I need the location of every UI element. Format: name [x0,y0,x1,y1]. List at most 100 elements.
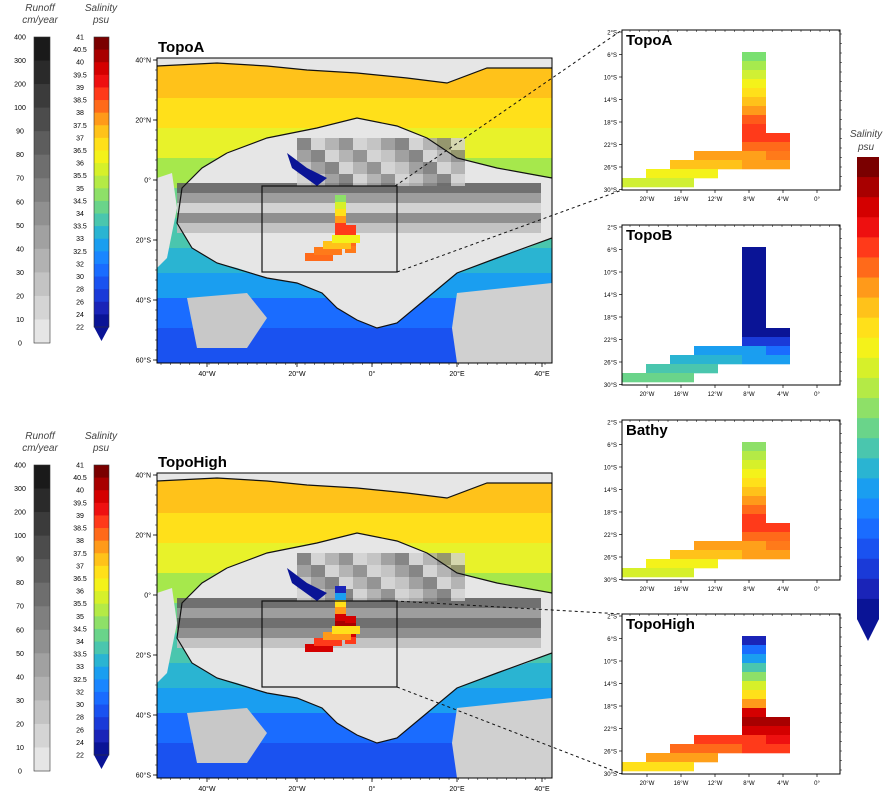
runoff-tick-label: 90 [16,557,24,564]
land-southwest [187,293,267,348]
coastline [226,117,552,179]
zoom-y-tick-label: 14°S [604,488,617,494]
runoff-cell [423,174,437,186]
salinity-cell [670,355,742,365]
map-panel-0: TopoA 40°W 20°W 0° 20°E 40°E 40°N 20°N 0° 20°S 40°… [135,39,553,378]
runoff-cell [303,628,317,638]
land-north [157,473,552,498]
salinity-swatch [94,301,109,315]
zoom-x-tick-label: 12°W [708,781,723,787]
salinity-tick-label: 36 [76,161,84,168]
salinity-tick-label: 38 [76,538,84,545]
runoff-cell [451,138,465,150]
x-tick-label: 20°W [288,370,306,378]
runoff-cell [499,638,513,648]
runoff-cell [345,183,359,193]
runoff-cell [499,618,513,628]
salinity-cell [742,97,766,107]
runoff-cell [261,223,275,233]
zoom-x-tick-label: 0° [814,587,820,593]
salinity-swatch [94,87,109,101]
runoff-cell [373,628,387,638]
salinity-swatch [94,37,109,51]
runoff-cell [429,183,443,193]
runoff-cell [437,565,451,577]
side-colorbar-swatch [857,598,879,620]
runoff-cell [409,162,423,174]
runoff-cell [387,618,401,628]
zoom-connector-line [394,600,623,615]
channel-cell [345,616,356,623]
runoff-cell [303,638,317,648]
runoff-cell [471,618,485,628]
zoom-x-tick-label: 20°W [640,781,655,787]
runoff-tick-label: 70 [16,176,24,183]
runoff-cell [457,618,471,628]
salinity-swatch [94,679,109,693]
salinity-cell [742,310,766,320]
runoff-cell [289,608,303,618]
runoff-swatch [34,295,50,320]
runoff-cell [297,565,311,577]
runoff-cell [261,598,275,608]
y-tick-label: 60°S [136,357,152,365]
salinity-swatch [94,641,109,655]
runoff-cell [395,174,409,186]
runoff-cell [275,183,289,193]
salinity-colorbar-frame [93,36,110,328]
runoff-cell [177,213,191,223]
runoff-tick-label: 0 [18,341,22,348]
runoff-cell [367,565,381,577]
y-tick-label: 20°S [136,652,152,660]
runoff-cell [457,193,471,203]
salinity-swatch [94,591,109,605]
zoom-x-tick-label: 16°W [674,781,689,787]
salinity-cell [694,735,766,745]
runoff-cell [499,223,513,233]
runoff-cell [289,618,303,628]
salinity-swatch [94,654,109,668]
zoom-y-tick-label: 14°S [604,98,617,104]
salinity-tick-label: 34 [76,639,84,646]
runoff-cell [401,213,415,223]
zoom-y-tick-label: 14°S [604,293,617,299]
x-tick-label: 20°E [449,370,465,378]
runoff-cell [289,203,303,213]
salinity-swatch [94,49,109,63]
coastline [176,152,552,329]
runoff-swatch [34,676,50,701]
x-tick-label: 0° [369,785,376,793]
salinity-cell [742,355,790,365]
runoff-tick-label: 400 [14,35,26,42]
zoom-x-tick-label: 4°W [777,587,789,593]
salinity-swatch [94,704,109,718]
x-tick-label: 40°E [534,785,550,793]
runoff-cell [443,213,457,223]
salinity-swatch [94,226,109,240]
runoff-cell [499,608,513,618]
runoff-cell [247,598,261,608]
map-field [157,58,552,363]
runoff-swatch [34,60,50,85]
salinity-tick-label: 40 [76,488,84,495]
runoff-cell [177,193,191,203]
salinity-swatch [94,691,109,706]
salinity-swatch [94,578,109,592]
runoff-tick-label: 20 [16,721,24,728]
runoff-cell [233,213,247,223]
salinity-cell [742,469,766,479]
runoff-swatch [34,700,50,725]
runoff-cell [289,213,303,223]
runoff-cell [401,183,415,193]
salinity-tick-label: 22 [76,325,84,332]
side-colorbar-swatch [857,157,879,178]
runoff-cell [401,618,415,628]
zoom-title: TopoHigh [626,616,695,633]
runoff-cell [219,193,233,203]
runoff-cell [471,628,485,638]
zoom-x-tick-label: 20°W [640,197,655,203]
channel-cell [335,209,346,216]
runoff-cell [401,608,415,618]
zoom-panel-0: TopoA 20°W 16°W 12°W 8°W 4°W 0° 2°S 6°S 10°S 14°S 1… [604,29,842,203]
runoff-cell [443,203,457,213]
